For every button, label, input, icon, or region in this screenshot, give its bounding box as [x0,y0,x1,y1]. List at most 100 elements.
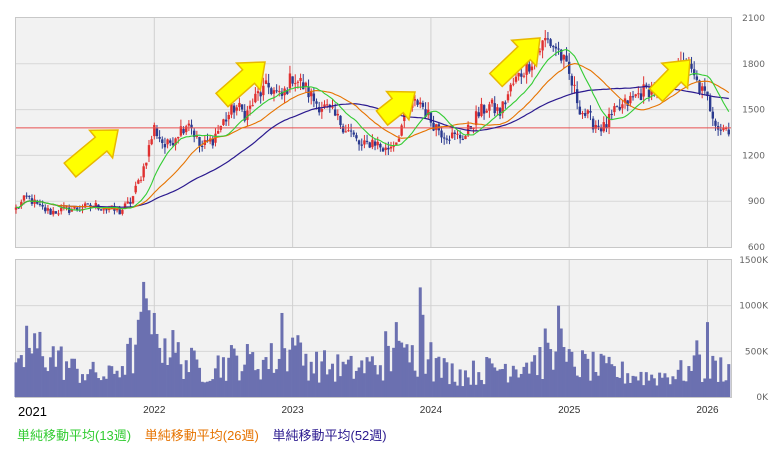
candle-body [695,76,699,80]
candle-body [171,142,175,146]
volume-bar [575,375,579,397]
volume-bar [703,378,707,397]
candle-body [714,120,717,126]
candle-body [46,208,50,211]
candle-body [629,95,632,104]
legend-ma26: 単純移動平均(26週) [144,428,259,443]
volume-bar [317,382,321,397]
candle-body [222,119,225,125]
volume-bar [471,360,475,397]
candle-body [275,90,278,92]
candle-body [626,100,629,106]
candle-body [49,208,52,215]
candle-body [413,99,417,101]
trend-arrow-icon [375,90,416,127]
candle-body [690,63,693,69]
volume-bar [501,369,505,397]
candle-body [363,140,366,145]
candle-body [642,84,645,97]
candle-body [339,115,342,126]
candle-body [54,211,58,214]
volume-bar [580,350,584,397]
candle-body [57,213,60,215]
candle-body [546,38,550,40]
volume-bar [644,372,648,397]
volume-bar [57,350,61,397]
candle-body [517,72,520,77]
candle-body [474,111,478,126]
candle-body [344,131,347,133]
candle-body [126,201,129,204]
candle-body [299,77,302,82]
volume-bar [408,362,412,397]
candle-body [291,76,294,84]
candle-body [594,124,597,129]
candle-body [227,114,230,120]
volume-bar [527,373,531,397]
candle-body [73,206,76,209]
price-tick-label: 1800 [742,60,765,70]
volume-bar [711,355,715,397]
candle-body [544,38,547,41]
volume-bar [41,356,45,397]
volume-bar [615,376,619,397]
volume-bar [179,364,183,397]
volume-bar [291,337,295,397]
volume-bar [588,380,592,397]
volume-bar [474,384,478,397]
trend-arrow-icon [488,37,541,88]
candle-body [706,91,709,97]
volume-bar [549,349,553,397]
candle-body [145,162,148,166]
volume-bar [628,382,632,397]
x-tick-label: 2022 [143,405,166,416]
trend-arrows [63,37,691,178]
volume-bar [208,380,212,397]
volume-bar [421,314,425,397]
volume-bar [155,333,159,397]
candle-body [169,140,172,143]
candle-body [357,140,361,145]
candle-body [264,80,268,84]
volume-bar [357,367,361,397]
candle-body [528,64,531,72]
volume-bar [368,361,372,397]
volume-bar [448,384,452,397]
candle-body [360,144,363,146]
volume-bar [514,369,518,397]
volume-bar [402,347,406,397]
volume-bar [152,312,156,397]
volume-bar [38,331,42,397]
candle-body [22,195,26,201]
volume-bar [679,360,683,397]
candle-body [230,104,233,115]
price-tick-label: 600 [748,243,765,253]
volume-bar [78,382,82,397]
volume-bar [684,381,688,397]
volume-bar [213,368,217,397]
volume-bar [596,375,600,397]
candle-body [259,92,262,97]
volume-bar [75,368,79,397]
candle-body [288,73,292,89]
candle-body [461,138,465,140]
candle-body [703,86,707,91]
volume-bar [237,380,241,397]
volume-bar [570,351,574,397]
volume-bar [724,380,728,397]
volume-bar [277,358,281,397]
volume-bar [583,353,587,397]
candle-body [618,106,621,110]
candle-body [25,195,28,197]
candle-body [216,131,220,134]
volume-bar [131,373,135,397]
candle-body [634,94,637,97]
volume-bar [19,355,23,397]
candle-body [610,113,613,115]
volume-bar [67,367,71,397]
candle-body [419,102,422,105]
volume-bar [112,373,116,397]
volume-bar [639,371,643,397]
ma13-line [15,49,730,211]
candle-body [724,127,728,129]
